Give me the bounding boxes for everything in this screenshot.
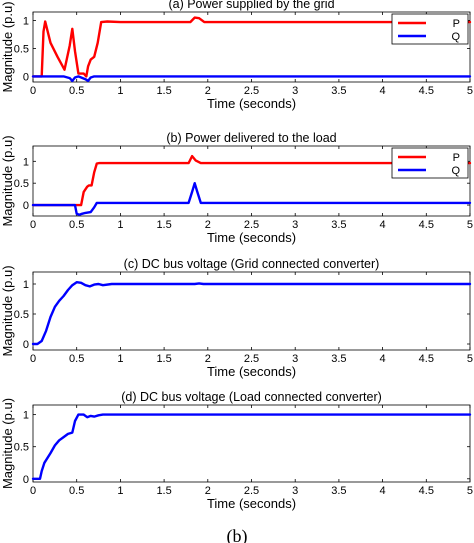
chart-3-xtick-label: 0 xyxy=(30,353,36,365)
chart-3-series-1-line xyxy=(31,281,472,346)
chart-1-legend-label-p: P xyxy=(453,18,460,30)
chart-4-ylabel: Magnitude (p.u) xyxy=(0,398,15,489)
chart-1-xlabel: Time (seconds) xyxy=(207,96,296,111)
chart-4-xtick-label: 5 xyxy=(467,485,473,497)
chart-3-xtick-label: 1.5 xyxy=(156,353,171,365)
chart-1-legend-label-q: Q xyxy=(451,31,460,43)
chart-1-legend-box xyxy=(391,13,469,45)
chart-4-ytick-label: 1 xyxy=(23,410,29,422)
chart-3-ytick-label: 0.5 xyxy=(14,309,29,321)
chart-1-xtick-label: 2.5 xyxy=(244,85,259,97)
chart-2-xtick-label: 1 xyxy=(117,219,123,231)
chart-2-xtick-label: 0 xyxy=(30,219,36,231)
chart-4-xtick-label: 0 xyxy=(30,485,36,497)
chart-3-xtick-label: 2 xyxy=(205,353,211,365)
chart-4-xtick-label: 3.5 xyxy=(331,485,346,497)
chart-4-ytick-label: 0 xyxy=(23,474,29,486)
chart-3-xtick-label: 1 xyxy=(117,353,123,365)
chart-4-xlabel: Time (seconds) xyxy=(207,496,296,511)
chart-4-xtick-label: 3 xyxy=(292,485,298,497)
chart-2-legend-box xyxy=(391,147,469,179)
chart-4-ytick-label: 0.5 xyxy=(14,442,29,454)
figure-caption: (b) xyxy=(227,526,248,543)
chart-1-xtick-label: 1 xyxy=(117,85,123,97)
chart-1-xtick-label: 3.5 xyxy=(331,85,346,97)
chart-1-xtick-label: 3 xyxy=(292,85,298,97)
chart-1-series-q-line xyxy=(31,75,472,83)
chart-3-xtick-label: 5 xyxy=(467,353,473,365)
chart-2-legend-label-p: P xyxy=(453,152,460,164)
chart-2-xtick-label: 2.5 xyxy=(244,219,259,231)
chart-2-xtick-label: 0.5 xyxy=(69,219,84,231)
chart-1-ylabel: Magnitude (p.u) xyxy=(0,1,15,92)
chart-4-xtick-label: 1 xyxy=(117,485,123,497)
chart-3-xtick-label: 2.5 xyxy=(244,353,259,365)
chart-4-xtick-label: 2 xyxy=(205,485,211,497)
chart-3-xtick-label: 0.5 xyxy=(69,353,84,365)
chart-4-series-1-line xyxy=(31,413,472,480)
chart-2-ytick-label: 1 xyxy=(23,156,29,168)
chart-2-ylabel: Magnitude (p.u) xyxy=(0,135,15,226)
chart-2-xtick-label: 3 xyxy=(292,219,298,231)
chart-3-ytick-label: 0 xyxy=(23,339,29,351)
chart-4-xtick-label: 4 xyxy=(380,485,386,497)
chart-1-xtick-label: 2 xyxy=(205,85,211,97)
chart-1-ytick-label: 0.5 xyxy=(14,43,29,55)
chart-2-series-p-line xyxy=(31,154,472,207)
chart-2-xtick-label: 4.5 xyxy=(419,219,434,231)
chart-2-ytick-label: 0.5 xyxy=(14,178,29,190)
chart-3-xtick-label: 3.5 xyxy=(331,353,346,365)
chart-2-xtick-label: 5 xyxy=(467,219,473,231)
chart-4-axes-frame xyxy=(32,404,471,483)
chart-4-xtick-label: 1.5 xyxy=(156,485,171,497)
chart-2-legend-label-q: Q xyxy=(451,165,460,177)
chart-1-xtick-label: 1.5 xyxy=(156,85,171,97)
chart-1-xtick-label: 5 xyxy=(467,85,473,97)
chart-3-title: (c) DC bus voltage (Grid connected conve… xyxy=(124,257,380,271)
chart-4-xtick-label: 4.5 xyxy=(419,485,434,497)
chart-1-ytick-label: 1 xyxy=(23,15,29,27)
chart-3-ytick-label: 1 xyxy=(23,279,29,291)
chart-3-xtick-label: 3 xyxy=(292,353,298,365)
chart-1-title: (a) Power supplied by the grid xyxy=(168,0,334,11)
chart-2-xtick-label: 4 xyxy=(380,219,386,231)
chart-1-xtick-label: 4 xyxy=(380,85,386,97)
chart-4-title: (d) DC bus voltage (Load connected conve… xyxy=(121,390,382,404)
chart-4-xtick-label: 0.5 xyxy=(69,485,84,497)
chart-3-xlabel: Time (seconds) xyxy=(207,364,296,379)
chart-1-ytick-label: 0 xyxy=(23,71,29,83)
chart-2-title: (b) Power delivered to the load xyxy=(166,131,336,145)
chart-1-xtick-label: 0 xyxy=(30,85,36,97)
chart-3-xtick-label: 4 xyxy=(380,353,386,365)
chart-2-xlabel: Time (seconds) xyxy=(207,230,296,245)
chart-2-xtick-label: 2 xyxy=(205,219,211,231)
chart-3-ylabel: Magnitude (p.u) xyxy=(0,265,15,356)
chart-1-series-p-line xyxy=(31,16,472,78)
chart-1-xtick-label: 4.5 xyxy=(419,85,434,97)
chart-2-ytick-label: 0 xyxy=(23,200,29,212)
chart-2-xtick-label: 3.5 xyxy=(331,219,346,231)
chart-3-xtick-label: 4.5 xyxy=(419,353,434,365)
chart-2-xtick-label: 1.5 xyxy=(156,219,171,231)
chart-2-series-q-line xyxy=(31,181,472,216)
chart-4-xtick-label: 2.5 xyxy=(244,485,259,497)
chart-1-xtick-label: 0.5 xyxy=(69,85,84,97)
